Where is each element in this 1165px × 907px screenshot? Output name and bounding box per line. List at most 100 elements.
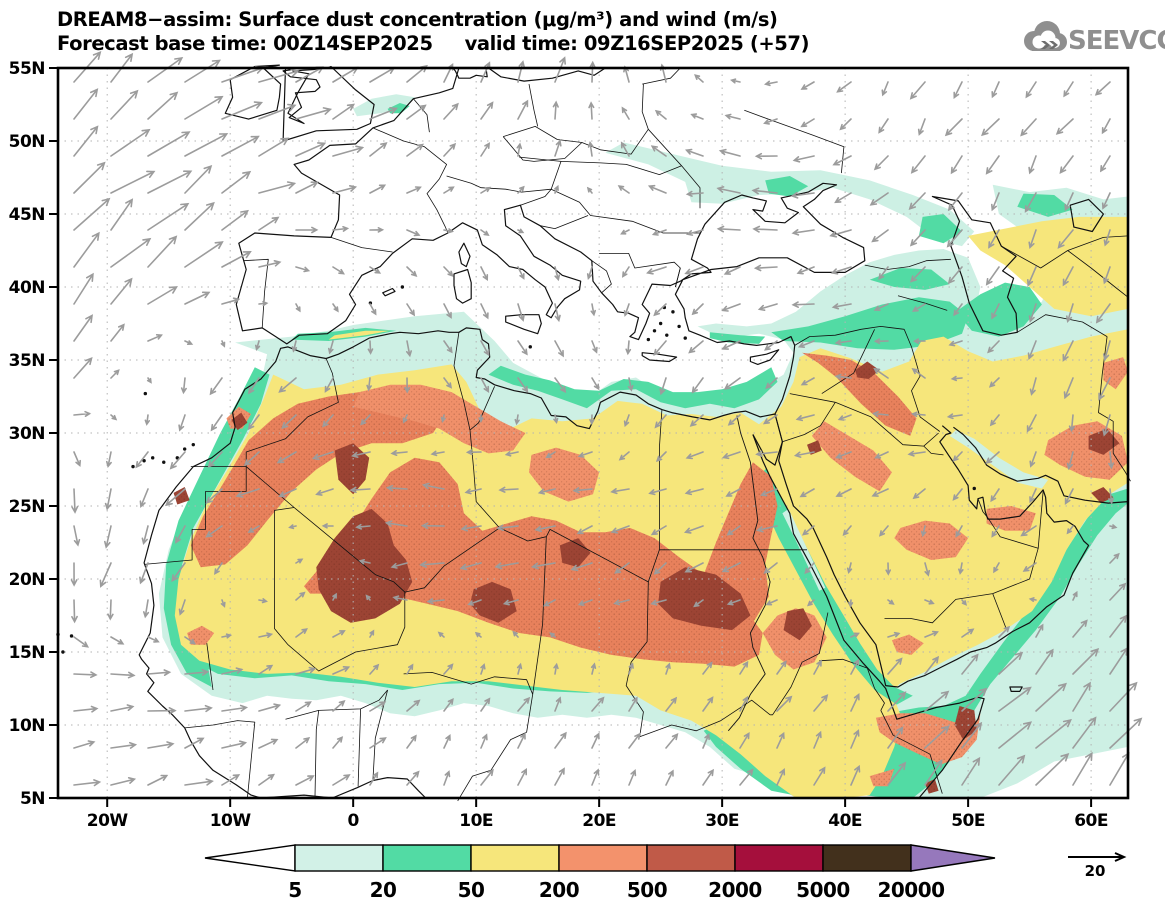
border-iq-sa (835, 401, 939, 447)
longitude-axis: 20W 10W 0 10E 20E 30E 40E 50E 60E (87, 798, 1108, 831)
colorbar-label-50: 50 (458, 878, 485, 902)
dust-stipple-dark-air-niger (470, 581, 517, 623)
coast-crete (641, 352, 678, 363)
border-sd-er (801, 612, 829, 663)
colorbar-legend: 5 20 50 200 500 2000 5000 20000 (204, 844, 996, 902)
border-de-pl (528, 84, 539, 127)
dust-region-green-caspian-east (955, 282, 1042, 337)
dust-region-green-turkey-south-coast (709, 332, 766, 344)
colorbar-segment-3 (558, 844, 648, 872)
lon-tick-50E: 50E (951, 811, 985, 831)
lat-tick-30N: 30N (9, 424, 45, 444)
border-by-lt (642, 67, 681, 85)
lat-tick-35N: 35N (9, 351, 45, 371)
dust-region-yellow-central-asia (968, 216, 1128, 317)
border-sd-ssd (639, 699, 771, 738)
coast-sardinia (453, 268, 472, 304)
border-ua-ru (744, 109, 845, 174)
border-wafrica-1 (314, 710, 320, 797)
coast-europe-africa-mainland (138, 67, 866, 799)
border-ml-ne-bf (287, 592, 406, 672)
border-am-ir (897, 295, 948, 311)
colorbar-segment-5 (734, 844, 824, 872)
lat-tick-25N: 25N (9, 497, 45, 517)
colorbar-segment-4 (646, 844, 736, 872)
coast-baltic-coast (488, 67, 606, 82)
lat-tick-10N: 10N (9, 716, 45, 736)
border-dj (874, 688, 885, 711)
lon-tick-40E: 40E (828, 811, 862, 831)
colorbar-segment-6 (822, 844, 912, 872)
border-kuwait (923, 445, 944, 456)
lat-tick-55N: 55N (9, 59, 45, 79)
border-dz-ml-ne (245, 466, 500, 593)
dust-stipple-salmon-libya-mid (529, 447, 600, 502)
dust-region-cyan-ukraine-band (605, 142, 975, 247)
rivers (727, 415, 771, 732)
lon-tick-30E: 30E (705, 811, 739, 831)
lat-tick-45N: 45N (9, 205, 45, 225)
colorbar-label-20000: 20000 (877, 878, 944, 902)
border-mr-ml (274, 507, 295, 645)
wind-reference-value: 20 (1085, 862, 1106, 880)
title-line-1: DREAM8−assim: Surface dust concentration… (57, 8, 778, 31)
dust-region-green-netherlands (387, 103, 410, 114)
dust-region-green-caucasus-blob (869, 268, 950, 290)
border-sn-ml (206, 643, 214, 691)
border-qatar (977, 498, 989, 518)
border-eg-ly (659, 409, 663, 550)
coast-aral-sea (1069, 198, 1104, 233)
coast-corsica (458, 242, 471, 268)
border-fr-es (330, 237, 393, 253)
coast-iran-gulf-coast (953, 426, 1129, 504)
border-jordan (782, 402, 836, 443)
border-td-ne-v (532, 536, 547, 695)
lon-tick-60E: 60E (1074, 811, 1108, 831)
lat-tick-40N: 40N (9, 278, 45, 298)
dust-stipple-dark-tibesti (559, 538, 591, 568)
dust-stipple-dark-nw-saudi (807, 440, 822, 455)
dust-stipple-dark-eritrea (783, 608, 812, 641)
border-eg-il (774, 413, 783, 442)
dust-stipple-salmon-afghan-edge (1103, 357, 1128, 390)
border-ae-sa (987, 517, 1039, 549)
border-sy-jo (789, 393, 836, 403)
border-pt-es (243, 258, 269, 328)
map-panel (56, 50, 1143, 802)
coast-africa-red-sea-coast (752, 434, 985, 799)
border-tr-sy-iq (794, 326, 905, 346)
dust-stipple-dark-algeria-erg (334, 443, 370, 495)
coast-cyprus (749, 349, 780, 365)
border-cz (502, 126, 583, 162)
coast-majorca (382, 287, 396, 297)
dust-stipple-salmon-central-arabia (894, 520, 969, 560)
lon-tick-10E: 10E (459, 811, 493, 831)
border-nl-de (413, 98, 430, 133)
title-line-2: Forecast base time: 00Z14SEP2025 valid t… (57, 32, 809, 55)
border-dz-tn (453, 332, 471, 431)
border-bosnia (540, 215, 589, 229)
dust-region-green-ukraine-blob (765, 176, 809, 197)
dust-stipple-dark-iran-east (1088, 428, 1120, 455)
dust-stipple-salmon-somalia-south (869, 768, 895, 787)
border-it-si (520, 188, 552, 206)
dust-region-yellow-alboran (328, 330, 391, 340)
coast-arabia-coast (778, 425, 1090, 688)
dust-region-green-kazakh-blob (1017, 193, 1073, 217)
border-et-so (880, 710, 943, 794)
wind-reference: 20 (1068, 852, 1127, 880)
lat-tick-20N: 20N (9, 570, 45, 590)
border-fr-east (372, 127, 449, 234)
seevccc-logo: SEEVCCC (1024, 21, 1165, 56)
border-albania (591, 260, 612, 294)
colorbar-segment-0 (294, 844, 384, 872)
colorbar-label-5: 5 (288, 878, 301, 902)
lon-tick-20W: 20W (87, 811, 129, 831)
border-iq-ir (903, 329, 941, 432)
border-hu-rs-ro (551, 188, 700, 234)
dust-stipple-salmon-north-algeria (353, 384, 526, 454)
border-ir-af-pk (1098, 336, 1131, 482)
coast-socotra (1009, 686, 1023, 692)
border-wafrica-3 (372, 689, 388, 781)
